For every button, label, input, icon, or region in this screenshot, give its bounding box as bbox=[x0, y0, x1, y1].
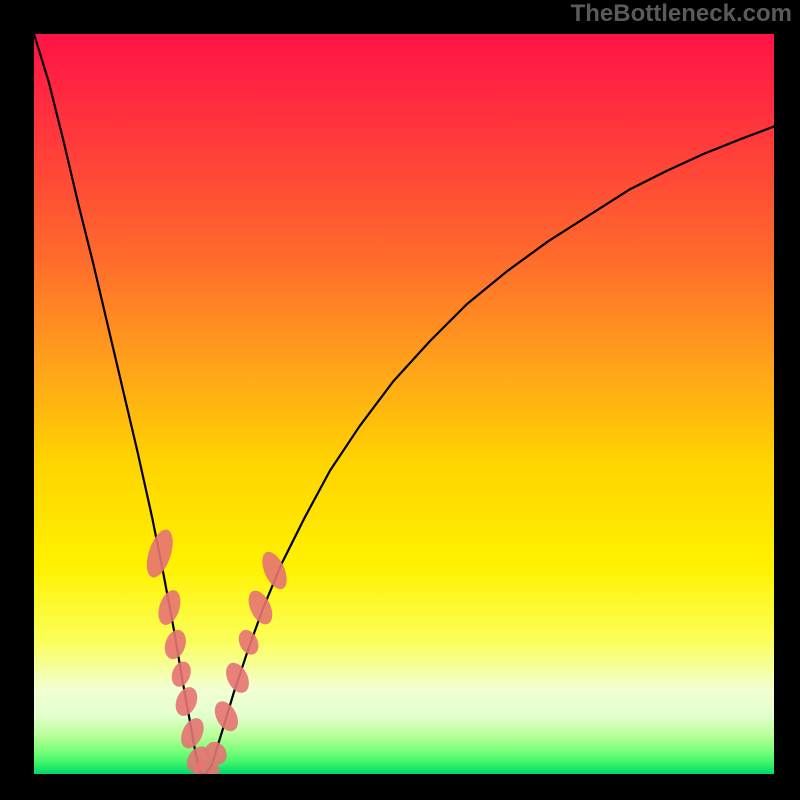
gradient-background bbox=[34, 34, 774, 774]
chart-stage: TheBottleneck.com bbox=[0, 0, 800, 800]
plot-area bbox=[34, 34, 774, 774]
plot-svg bbox=[34, 34, 774, 774]
watermark-label: TheBottleneck.com bbox=[571, 0, 792, 28]
